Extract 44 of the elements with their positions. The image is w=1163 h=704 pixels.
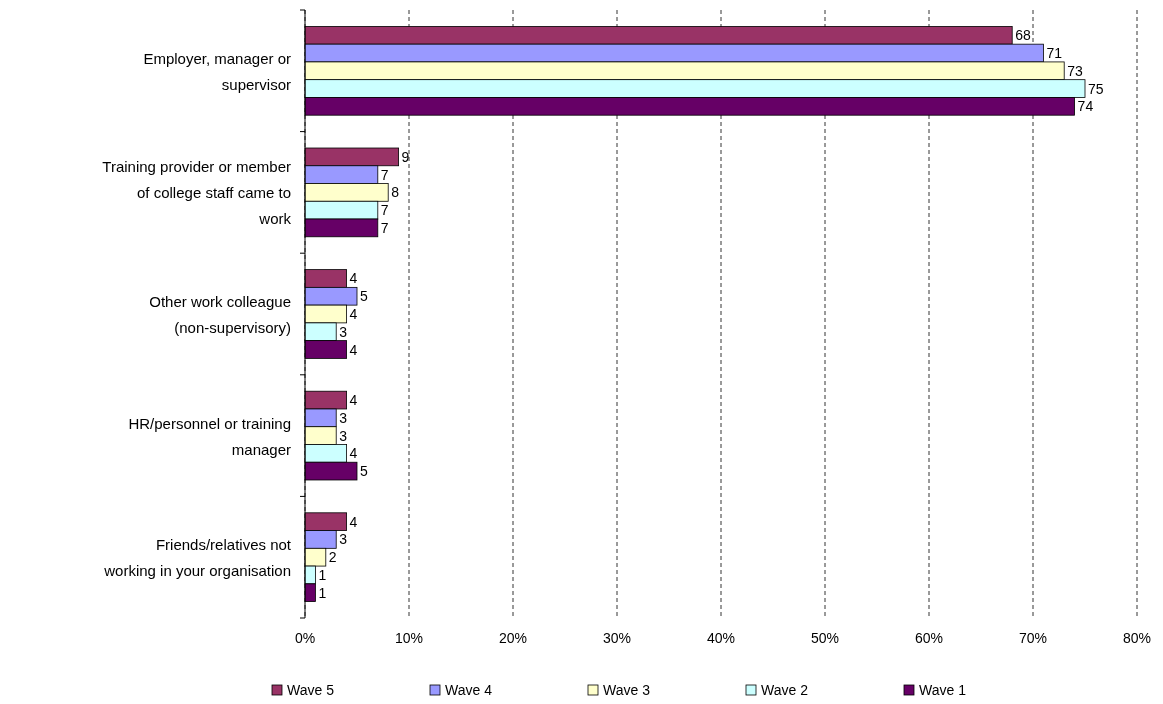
data-label: 4 xyxy=(349,341,358,358)
x-tick-label: 0% xyxy=(294,630,316,646)
y-tick-label: Friends/relatives not working in your organisation xyxy=(103,535,292,579)
data-label: 71 xyxy=(1046,45,1063,62)
data-label: 4 xyxy=(349,392,358,409)
data-label: 4 xyxy=(349,270,358,287)
data-label: 5 xyxy=(360,463,368,480)
data-label: 2 xyxy=(328,549,337,566)
data-label: 8 xyxy=(391,184,400,201)
data-label: 1 xyxy=(318,566,327,583)
data-label: 4 xyxy=(349,445,358,462)
x-tick-label: 50% xyxy=(810,630,840,646)
x-tick-label: 70% xyxy=(1018,630,1048,646)
y-tick-label: Other work colleague (non-supervisory) xyxy=(149,292,291,336)
data-label: 5 xyxy=(360,288,368,305)
data-label: 68 xyxy=(1015,27,1031,44)
x-tick-label: 40% xyxy=(706,630,736,646)
legend-label: Wave 1 xyxy=(919,682,967,698)
x-tick-label: 30% xyxy=(602,630,632,646)
data-label: 7 xyxy=(380,202,389,219)
data-label: 74 xyxy=(1077,98,1094,115)
legend-label: Wave 3 xyxy=(603,682,651,698)
y-tick-label: Employer, manager or supervisor xyxy=(143,49,291,93)
data-label: 3 xyxy=(339,323,348,340)
data-label: 1 xyxy=(318,584,327,601)
data-label: 7 xyxy=(380,166,389,183)
data-label: 75 xyxy=(1088,80,1104,97)
x-tick-label: 60% xyxy=(914,630,944,646)
data-label: 73 xyxy=(1067,62,1083,79)
data-label: 4 xyxy=(349,513,358,530)
y-tick-label: Training provider or member of college staff came to work xyxy=(102,157,292,227)
data-label: 3 xyxy=(339,409,348,426)
legend-label: Wave 5 xyxy=(287,682,335,698)
data-label: 7 xyxy=(380,219,389,236)
data-label: 4 xyxy=(349,306,358,322)
x-tick-label: 20% xyxy=(498,630,528,646)
data-label: 3 xyxy=(339,427,348,444)
data-label: 3 xyxy=(339,531,348,548)
legend-label: Wave 4 xyxy=(445,682,493,698)
x-tick-label: 10% xyxy=(394,630,424,646)
data-label: 9 xyxy=(401,148,410,165)
legend-label: Wave 2 xyxy=(761,682,809,698)
y-tick-label: HR/personnel or training manager xyxy=(128,414,291,458)
x-tick-label: 80% xyxy=(1122,630,1152,646)
